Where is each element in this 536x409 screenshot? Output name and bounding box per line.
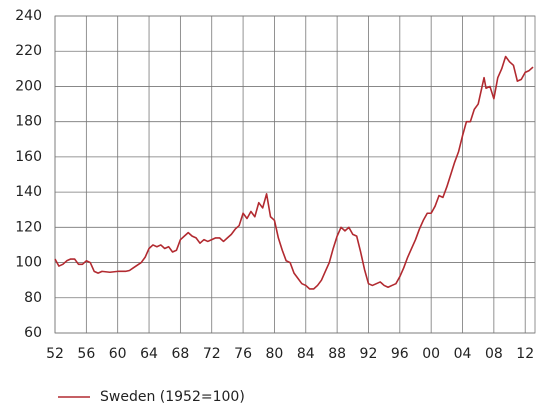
x-tick-label: 12 [516,346,534,362]
x-tick-label: 72 [203,346,221,362]
y-tick-label: 200 [15,78,42,94]
x-tick-label: 92 [360,346,378,362]
x-tick-label: 64 [140,346,158,362]
x-tick-label: 00 [422,346,440,362]
x-tick-label: 60 [109,346,127,362]
y-tick-label: 60 [24,325,42,341]
x-tick-label: 52 [46,346,64,362]
legend-label: Sweden (1952=100) [100,389,245,405]
x-tick-label: 04 [454,346,472,362]
y-tick-label: 220 [15,43,42,59]
x-tick-label: 08 [485,346,503,362]
y-tick-label: 240 [15,8,42,24]
x-tick-label: 80 [266,346,284,362]
y-tick-label: 140 [15,184,42,200]
y-tick-label: 180 [15,114,42,130]
x-tick-label: 84 [297,346,315,362]
y-tick-label: 160 [15,149,42,165]
y-tick-label: 80 [24,290,42,306]
x-tick-label: 68 [171,346,189,362]
x-tick-label: 96 [391,346,409,362]
y-tick-label: 120 [15,219,42,235]
plot-frame [54,15,536,334]
y-tick-label: 100 [15,255,42,271]
x-tick-label: 88 [328,346,346,362]
x-tick-label: 56 [77,346,95,362]
line [54,55,534,290]
x-tick-label: 76 [234,346,252,362]
